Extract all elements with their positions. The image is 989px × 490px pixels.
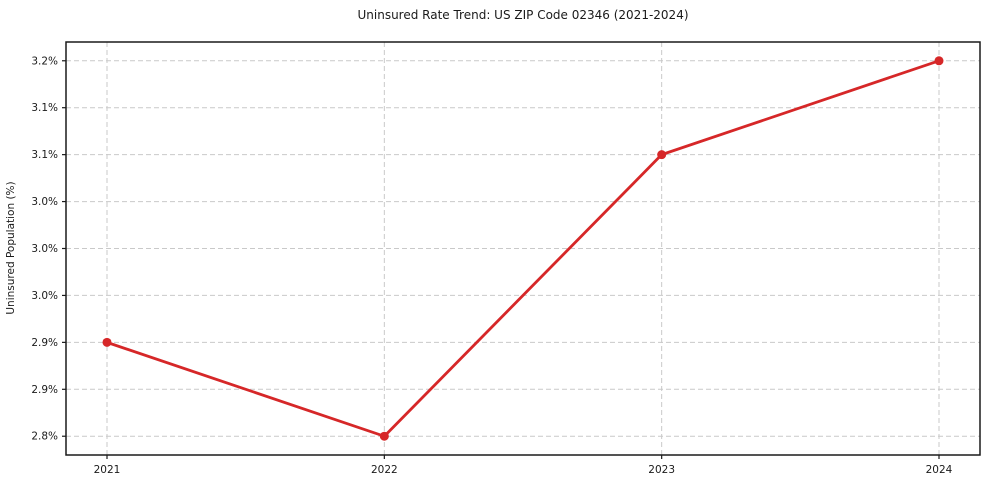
y-axis-label: Uninsured Population (%) <box>5 181 17 315</box>
y-tick-label: 2.9% <box>31 384 58 396</box>
y-tick-label: 2.8% <box>31 431 58 443</box>
y-tick-label: 3.0% <box>31 290 58 302</box>
data-point-2021 <box>102 337 112 347</box>
data-point-2023 <box>657 150 667 160</box>
x-tick-label: 2022 <box>371 464 398 476</box>
y-tick-label: 3.1% <box>31 149 58 161</box>
trend-line <box>105 59 941 438</box>
y-tick-label: 3.0% <box>31 243 58 255</box>
x-tick-label: 2021 <box>94 464 121 476</box>
chart-title: Uninsured Rate Trend: US ZIP Code 02346 … <box>357 8 689 22</box>
x-tick-label: 2024 <box>926 464 953 476</box>
x-tick-label: 2023 <box>648 464 675 476</box>
y-tick-label: 3.2% <box>31 55 58 67</box>
y-tick-label: 3.0% <box>31 196 58 208</box>
y-tick-label: 3.1% <box>31 102 58 114</box>
data-point-2022 <box>379 431 389 441</box>
data-point-2024 <box>934 56 944 66</box>
y-tick-label: 2.9% <box>31 337 58 349</box>
